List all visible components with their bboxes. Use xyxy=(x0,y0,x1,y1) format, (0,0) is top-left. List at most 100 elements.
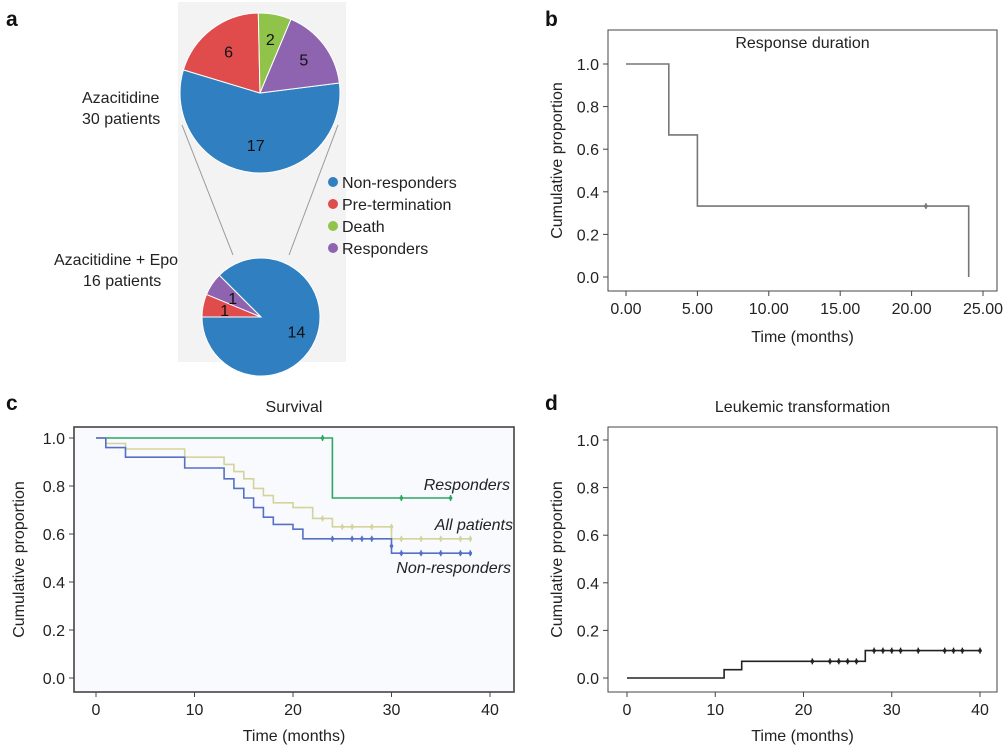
censor-dot xyxy=(898,648,903,653)
y-tick-label: 0.6 xyxy=(43,527,65,544)
censor-dot xyxy=(340,525,345,529)
legend-marker xyxy=(328,177,338,187)
y-tick-label: 1.0 xyxy=(577,57,599,74)
pie-caption-bottom-line1: Azacitidine + Epo xyxy=(54,252,178,269)
pie-slice-label: 1 xyxy=(228,291,237,308)
y-tick-label: 0.8 xyxy=(577,481,599,498)
pie-caption-top-line1: Azacitidine xyxy=(82,90,159,107)
censor-dot xyxy=(872,648,876,653)
y-axis-label: Cumulative proportion xyxy=(549,481,566,638)
chart-leukemic-transformation: 0 10 20 30 40 0.0 0.2 0.4 0.6 0.8 1.0 Leukemic tran… xyxy=(549,399,998,745)
censor-dot xyxy=(448,496,453,500)
censor-dot xyxy=(837,659,841,664)
survival-curve xyxy=(96,437,451,499)
y-tick-label: 0.8 xyxy=(43,479,65,496)
y-tick-label: 0.0 xyxy=(577,270,599,287)
pie-slice-label: 2 xyxy=(266,32,275,49)
censor-dot xyxy=(881,648,885,653)
chart-response-duration: 0.00 5.00 10.00 15.00 20.00 25.00 0.0 0.2 0.4 0.6… xyxy=(549,29,1003,346)
x-tick-label: 0.00 xyxy=(610,301,641,318)
x-tick-label: 30 xyxy=(383,702,401,719)
censor-dot xyxy=(370,525,374,529)
x-tick-label: 20 xyxy=(795,702,813,719)
censor-dot xyxy=(854,659,859,664)
plot-frame xyxy=(607,426,998,693)
y-tick-label: 0.8 xyxy=(577,100,599,117)
y-tick-label: 1.0 xyxy=(43,431,65,448)
y-axis-label: Cumulative proportion xyxy=(549,82,566,239)
legend-label: Death xyxy=(342,219,385,236)
series-label: Non-responders xyxy=(396,560,511,577)
pie-slice-label: 5 xyxy=(299,53,308,70)
censor-dot xyxy=(960,648,965,653)
censor-dot xyxy=(350,537,354,541)
censor-dot xyxy=(360,537,364,541)
censor-dot xyxy=(438,537,443,541)
y-tick-label: 0.4 xyxy=(577,185,599,202)
survival-curve xyxy=(96,437,471,554)
censor-dot xyxy=(350,525,354,529)
y-tick-label: 0.2 xyxy=(577,623,599,640)
censor-dot xyxy=(458,551,463,555)
y-tick-label: 0.0 xyxy=(43,671,65,688)
censor-dot xyxy=(828,659,832,664)
y-tick-label: 0.2 xyxy=(43,623,65,640)
pie-caption-top-line2: 30 patients xyxy=(82,111,160,128)
chart-title: Response duration xyxy=(735,35,869,52)
x-tick-label: 20 xyxy=(284,702,302,719)
series-label: All patients xyxy=(434,517,513,534)
pie-slice-label: 1 xyxy=(220,303,229,320)
censor-dot xyxy=(951,648,956,653)
pie-azacitidine-epo: 14 11 xyxy=(201,257,321,377)
censor-dot xyxy=(889,648,894,653)
x-tick-label: 40 xyxy=(481,702,499,719)
censor-dot xyxy=(389,525,394,529)
censor-dot xyxy=(468,551,473,555)
censor-dot xyxy=(458,537,463,541)
panel-letter-b: b xyxy=(545,8,558,31)
x-tick-label: 30 xyxy=(883,702,901,719)
censor-dot xyxy=(389,544,394,548)
panel-letter-c: c xyxy=(6,392,18,415)
pie-slice xyxy=(205,274,262,318)
censor-dot xyxy=(942,648,947,653)
pie-slice xyxy=(182,12,261,94)
y-tick-label: 0.4 xyxy=(43,575,65,592)
y-tick-label: 0.0 xyxy=(577,671,599,688)
censor-dot xyxy=(419,537,423,541)
censor-dot xyxy=(438,551,443,555)
chart-title: Survival xyxy=(266,399,323,416)
pie-slice-label: 6 xyxy=(224,45,233,62)
censor-dot xyxy=(320,516,325,521)
plot-frame xyxy=(607,29,998,292)
x-tick-label: 10.00 xyxy=(749,301,789,318)
connector-line-right xyxy=(288,124,339,256)
pie-caption-bottom-line2: 16 patients xyxy=(83,273,161,290)
x-tick-label: 5.00 xyxy=(682,301,713,318)
chart-title: Leukemic transformation xyxy=(715,399,890,416)
x-tick-label: 25.00 xyxy=(963,301,1003,318)
pie-slice xyxy=(259,18,340,94)
x-axis-label: Time (months) xyxy=(243,728,346,745)
censor-dot xyxy=(330,537,335,541)
y-tick-label: 0.4 xyxy=(577,576,599,593)
censor-dot xyxy=(419,551,423,555)
panel-letter-d: d xyxy=(545,392,558,415)
x-tick-label: 0 xyxy=(623,702,632,719)
survival-curve xyxy=(626,63,970,277)
censor-dot xyxy=(370,537,374,541)
series-label: Responders xyxy=(424,477,510,494)
censor-dot xyxy=(924,204,928,208)
legend-label: Pre-termination xyxy=(342,197,451,214)
x-tick-label: 10 xyxy=(706,702,724,719)
x-tick-label: 10 xyxy=(186,702,204,719)
x-axis-label: Time (months) xyxy=(751,329,854,346)
censor-dot xyxy=(399,537,404,541)
pie-azacitidine: 17 6 2 5 xyxy=(179,12,341,174)
y-tick-label: 0.2 xyxy=(577,227,599,244)
pie-slice xyxy=(179,69,341,174)
x-tick-label: 0 xyxy=(92,702,101,719)
censor-dot xyxy=(978,648,982,653)
survival-curve xyxy=(627,649,980,679)
